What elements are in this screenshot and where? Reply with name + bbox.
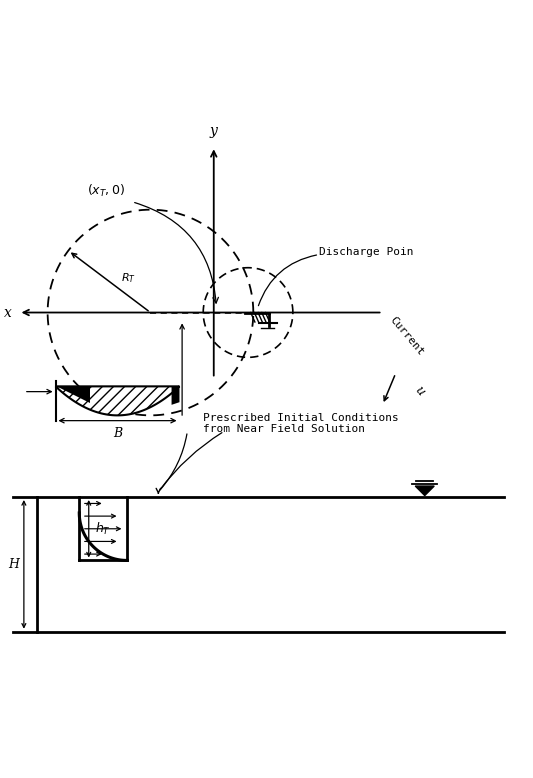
Text: $(x_T,0)$: $(x_T,0)$: [86, 183, 125, 199]
Text: B: B: [113, 427, 122, 440]
Text: y: y: [210, 124, 217, 138]
Text: u: u: [411, 384, 426, 398]
Text: Discharge Poin: Discharge Poin: [319, 247, 414, 257]
Text: Current: Current: [388, 315, 426, 357]
Polygon shape: [55, 387, 180, 415]
Text: H: H: [7, 558, 19, 571]
Polygon shape: [172, 387, 180, 405]
Text: from Near Field Solution: from Near Field Solution: [203, 423, 365, 433]
Text: Prescribed Initial Conditions: Prescribed Initial Conditions: [203, 413, 399, 423]
Text: x: x: [4, 306, 12, 320]
Polygon shape: [415, 486, 434, 496]
Polygon shape: [55, 387, 90, 403]
Text: $h_T$: $h_T$: [95, 520, 111, 537]
Text: $R_T$: $R_T$: [122, 271, 136, 285]
